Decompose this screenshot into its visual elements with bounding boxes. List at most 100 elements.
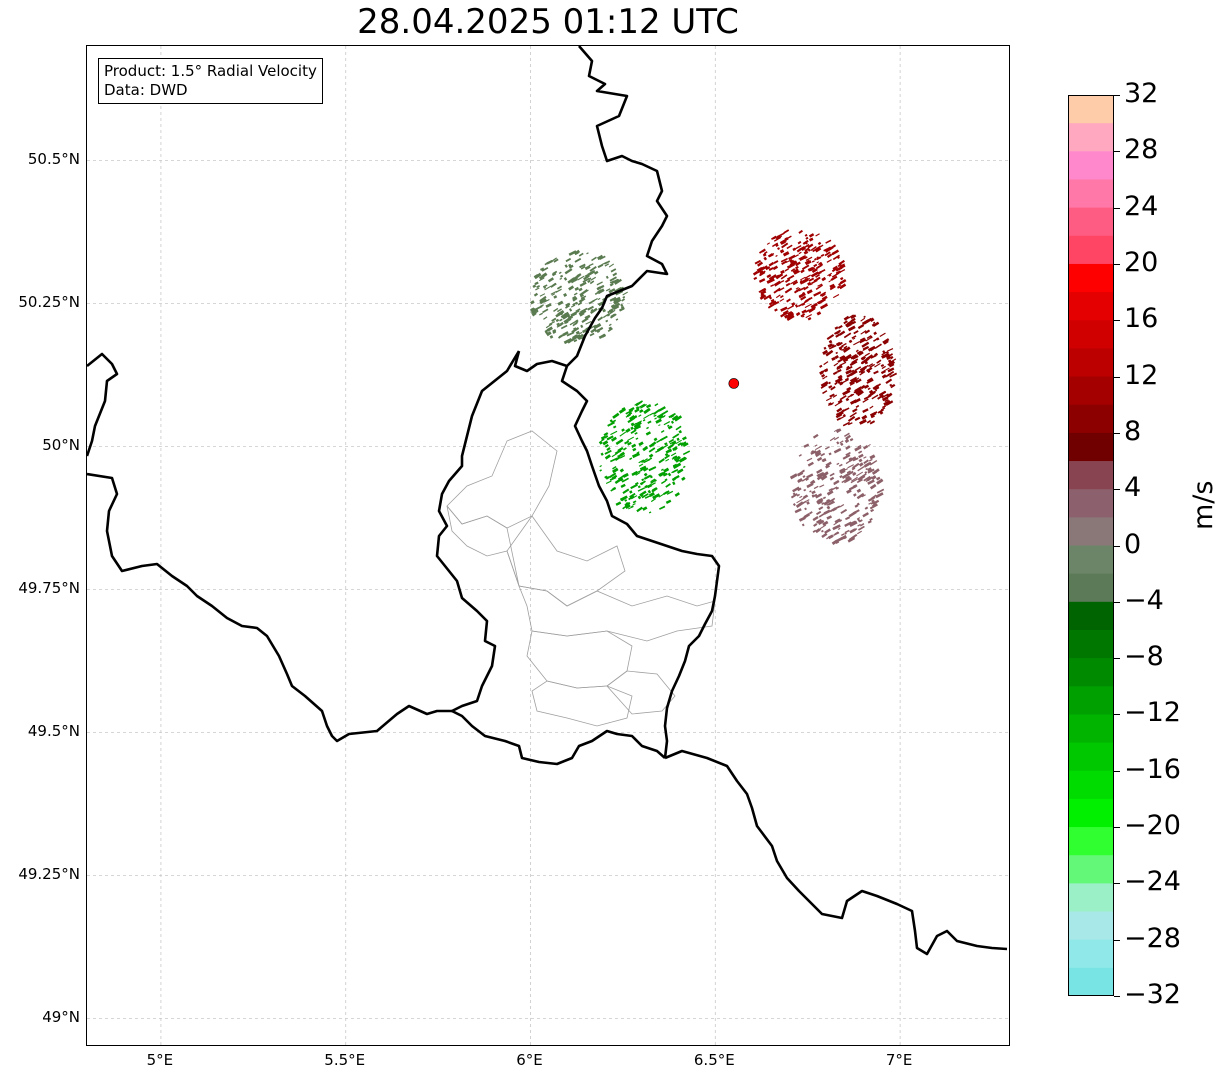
colorbar-tick-label: −20 — [1124, 810, 1181, 842]
colorbar-tick — [1114, 601, 1120, 603]
lat-tick-label: 49°N — [42, 1008, 80, 1027]
colorbar-segment — [1068, 658, 1114, 687]
colorbar-segment — [1068, 967, 1114, 996]
border-france-germany-south — [664, 749, 1008, 956]
lat-tick-label: 49.5°N — [27, 722, 80, 741]
lon-tick-label: 5°E — [146, 1051, 174, 1069]
colorbar-segment — [1068, 292, 1114, 321]
colorbar-segment — [1068, 686, 1114, 715]
colorbar-segment — [1068, 827, 1114, 856]
colorbar-tick-label: −8 — [1124, 641, 1164, 673]
echo-region-weak-inbound-northwest — [530, 249, 628, 345]
radar-echoes — [530, 229, 898, 546]
colorbar-segment — [1068, 798, 1114, 828]
colorbar-outline — [1068, 95, 1114, 996]
district-borders — [446, 430, 716, 727]
colorbar-segment — [1068, 517, 1114, 546]
colorbar-tick-label: −4 — [1124, 584, 1164, 616]
colorbar-segment — [1068, 714, 1114, 744]
colorbar-segment — [1068, 545, 1114, 575]
colorbar-segment — [1068, 573, 1114, 603]
colorbar-tick-label: 0 — [1124, 528, 1142, 560]
colorbar-segment — [1068, 770, 1114, 800]
lat-tick-label: 50.25°N — [18, 293, 80, 312]
colorbar-segment — [1068, 742, 1114, 772]
colorbar-tick — [1114, 996, 1120, 997]
map-title: 28.04.2025 01:12 UTC — [357, 2, 739, 42]
colorbar-tick — [1114, 770, 1120, 772]
lat-tick-label: 50.5°N — [27, 150, 80, 169]
colorbar-segment — [1068, 939, 1114, 969]
colorbar-segment — [1068, 911, 1114, 941]
colorbar-segment — [1068, 461, 1114, 490]
colorbar-segment — [1068, 207, 1114, 237]
echo-region-weak-outbound-southeast — [789, 428, 885, 546]
border-france-belgium-north — [87, 352, 119, 457]
echo-region-outbound-east — [819, 314, 898, 427]
map-panel[interactable]: Product: 1.5° Radial Velocity Data: DWD — [86, 45, 1010, 1046]
colorbar-segment — [1068, 263, 1114, 293]
district-border — [606, 670, 676, 715]
colorbar-segment — [1068, 320, 1114, 349]
colorbar-tick-label: 24 — [1124, 190, 1159, 222]
lat-tick-label: 49.75°N — [18, 579, 80, 598]
colorbar-tick — [1114, 658, 1120, 660]
colorbar-tick — [1114, 151, 1120, 153]
product-label: Product: 1.5° Radial Velocity — [104, 62, 317, 80]
colorbar-tick — [1114, 207, 1120, 209]
colorbar-tick-label: −24 — [1124, 866, 1181, 898]
colorbar-segment — [1068, 855, 1114, 884]
graticule — [87, 46, 1009, 1045]
border-germany-belgium-luxembourg — [560, 46, 721, 759]
colorbar-tick — [1114, 320, 1120, 322]
colorbar-segment — [1068, 883, 1114, 913]
colorbar-segment — [1068, 235, 1114, 265]
colorbar-tick-label: 28 — [1124, 134, 1159, 166]
colorbar-segment — [1068, 376, 1114, 406]
map-canvas[interactable] — [87, 46, 1010, 1046]
colorbar-tick — [1114, 827, 1120, 829]
echo-region-inbound-southwest — [598, 400, 691, 514]
colorbar-tick-label: 4 — [1124, 472, 1142, 504]
lon-tick-label: 6.5°E — [693, 1051, 735, 1069]
lon-tick-label: 7°E — [885, 1051, 913, 1069]
colorbar-tick-label: −32 — [1124, 979, 1181, 1010]
colorbar-unit-label: m/s — [1188, 480, 1219, 530]
colorbar-segment — [1068, 348, 1114, 378]
lat-tick-label: 50°N — [42, 436, 80, 455]
colorbar-segment — [1068, 489, 1114, 518]
colorbar-tick-label: 12 — [1124, 359, 1159, 391]
colorbar-tick — [1114, 263, 1120, 265]
colorbar-tick-label: 16 — [1124, 303, 1159, 335]
colorbar-tick — [1114, 95, 1120, 96]
district-border — [446, 505, 520, 587]
colorbar-segment — [1068, 629, 1114, 659]
colorbar-tick — [1114, 714, 1120, 716]
border-belgium-luxembourg-west — [435, 350, 666, 766]
country-borders — [87, 46, 1008, 956]
district-border — [531, 680, 633, 727]
colorbar-segment — [1068, 601, 1114, 631]
colorbar-segment — [1068, 432, 1114, 462]
colorbar-tick — [1114, 376, 1120, 378]
colorbar-tick-label: 8 — [1124, 415, 1142, 447]
colorbar-tick — [1114, 545, 1120, 547]
echo-region-outbound-north — [752, 229, 847, 322]
colorbar-segment — [1068, 95, 1114, 124]
district-border — [506, 515, 626, 607]
colorbar-tick-label: −16 — [1124, 753, 1181, 785]
colorbar-segment — [1068, 123, 1114, 152]
colorbar-tick-label: −28 — [1124, 922, 1181, 954]
radar-site-marker[interactable] — [728, 378, 740, 389]
border-france-belgium — [87, 472, 452, 743]
colorbar-segment — [1068, 404, 1114, 434]
colorbar — [1068, 95, 1114, 996]
colorbar-tick-label: 20 — [1124, 246, 1159, 278]
colorbar-tick — [1114, 432, 1120, 434]
product-info-box: Product: 1.5° Radial Velocity Data: DWD — [98, 58, 323, 104]
colorbar-tick — [1114, 939, 1120, 941]
colorbar-tick-label: 32 — [1124, 78, 1159, 109]
colorbar-segment — [1068, 151, 1114, 180]
district-border — [518, 585, 716, 642]
data-source-label: Data: DWD — [104, 81, 188, 99]
